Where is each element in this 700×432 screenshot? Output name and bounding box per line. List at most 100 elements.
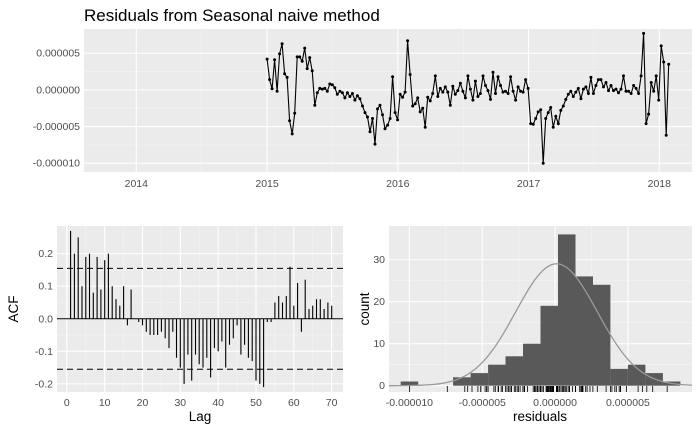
residual-point [458,81,462,85]
residual-point [338,89,342,93]
residual-point [657,98,661,102]
residual-point [609,84,613,87]
residual-point [441,90,445,94]
residual-point [333,86,337,90]
y-tick-label: -0.000010 [33,158,80,170]
residuals-rug [408,386,668,392]
residual-point [644,122,648,126]
residual-point [511,89,515,93]
residual-point [561,104,565,108]
residual-point [293,111,297,115]
acf-x-axis-title: Lag [189,409,212,424]
residual-point [323,86,327,90]
x-tick-label: 20 [137,397,149,409]
histogram-x-axis-title: residuals [513,409,567,424]
residual-point [456,89,460,93]
histogram-bar [627,364,646,386]
residual-point [283,72,287,76]
histogram-bar [592,284,611,386]
residual-point [539,108,543,112]
residual-point [426,95,430,99]
x-tick-label: 0.000005 [606,397,650,409]
residual-point [368,130,372,134]
residual-point [519,89,523,93]
histogram-bar [610,368,628,386]
residual-point [278,52,282,56]
residual-point [627,89,631,93]
residual-point [386,123,390,127]
residual-point [554,114,558,118]
x-tick-label: 70 [326,397,338,409]
y-tick-label: 30 [373,254,385,266]
residual-point [652,89,656,93]
residual-point [649,81,653,84]
residual-point [529,122,533,126]
residual-point [629,92,633,95]
residual-point [534,117,538,120]
residual-point [659,44,663,48]
y-tick-label: 20 [373,296,385,308]
x-tick-label: 30 [174,397,186,409]
residual-point [320,87,324,91]
residual-point [619,87,623,91]
residual-point [436,95,440,98]
residual-point [614,87,618,91]
residual-point [476,95,480,98]
residual-point [408,73,412,76]
y-tick-label: -0.1 [35,346,53,358]
residual-point [381,113,384,117]
acf-y-tick-labels: 0.2 0.1 0.0 -0.1 -0.2 [35,248,53,390]
residual-point [448,103,452,107]
histogram-bar [470,373,489,386]
x-tick-label: 0.000000 [533,397,577,409]
residual-point [315,91,319,95]
residual-point [325,89,329,93]
residual-point [295,55,299,59]
residual-point [343,96,347,100]
residual-point [391,75,395,79]
residual-point [468,87,472,91]
residual-point [504,89,507,93]
residual-point [556,122,560,126]
residual-point [288,119,292,123]
residual-point [423,125,427,129]
residual-point [662,60,666,64]
residual-point [521,90,525,94]
residual-point [383,127,387,131]
timeseries-plot-background [84,29,692,172]
residual-point [602,85,605,89]
x-tick-label: 2015 [255,178,279,190]
residual-point [551,125,555,129]
residual-point [586,92,590,95]
residual-point [622,74,625,78]
residual-point [484,84,487,87]
residual-point [451,84,455,88]
residual-point [569,89,573,93]
residual-point [664,133,668,137]
residual-point [376,107,379,111]
residual-point [531,122,535,126]
residual-point [481,74,485,78]
residual-point [473,79,477,83]
residual-point [514,98,518,102]
residual-point [396,118,400,122]
residual-point [599,78,603,82]
residual-point [654,74,658,78]
residual-point [421,106,425,110]
acf-x-tick-labels: 0 10 20 30 40 50 60 70 [64,397,338,409]
residual-point [328,82,332,86]
residual-point [340,91,344,95]
residual-point [499,84,502,87]
y-tick-label: 0.2 [38,248,53,260]
residual-point [433,74,437,78]
x-tick-label: 0 [64,397,70,409]
residual-point [604,81,608,84]
histogram-bar [488,364,506,386]
residual-point [358,97,362,101]
residual-point [639,74,643,78]
x-tick-label: 60 [288,397,300,409]
residual-point [416,96,420,100]
residual-point [607,89,610,93]
